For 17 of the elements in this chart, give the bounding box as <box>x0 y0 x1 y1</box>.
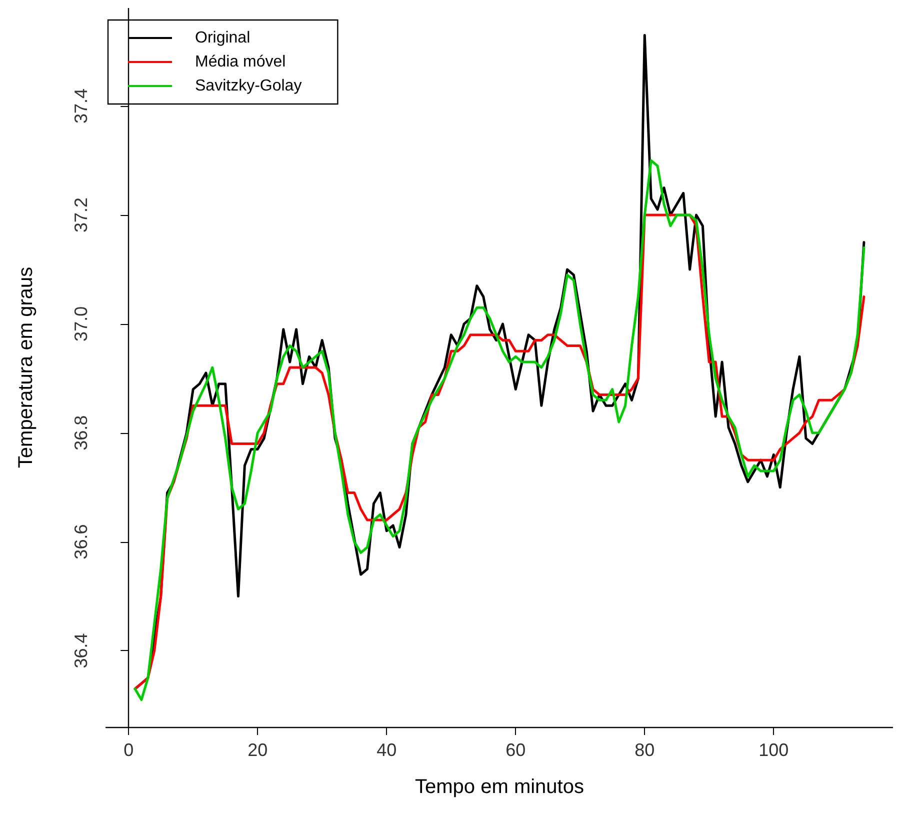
y-tick-label: 37.2 <box>71 197 91 233</box>
legend-label: Média móvel <box>195 54 286 70</box>
x-axis-title: Tempo em minutos <box>415 776 584 798</box>
x-tick-label: 80 <box>634 740 655 760</box>
y-axis-title: Temperatura em graus <box>15 266 37 468</box>
y-tick-label: 37.4 <box>71 88 91 124</box>
y-tick-label: 37.0 <box>71 306 91 342</box>
x-tick-label: 40 <box>376 740 397 760</box>
y-tick-label: 36.4 <box>71 633 91 668</box>
legend-label: Original <box>195 30 250 46</box>
y-tick-label: 36.6 <box>71 524 91 560</box>
x-tick-label: 20 <box>248 740 268 760</box>
x-tick-label: 0 <box>124 740 134 760</box>
x-tick-label: 100 <box>758 740 789 760</box>
y-tick-label: 36.8 <box>71 415 91 450</box>
x-tick-label: 60 <box>506 740 526 760</box>
legend-label: Savitzky-Golay <box>195 78 302 94</box>
